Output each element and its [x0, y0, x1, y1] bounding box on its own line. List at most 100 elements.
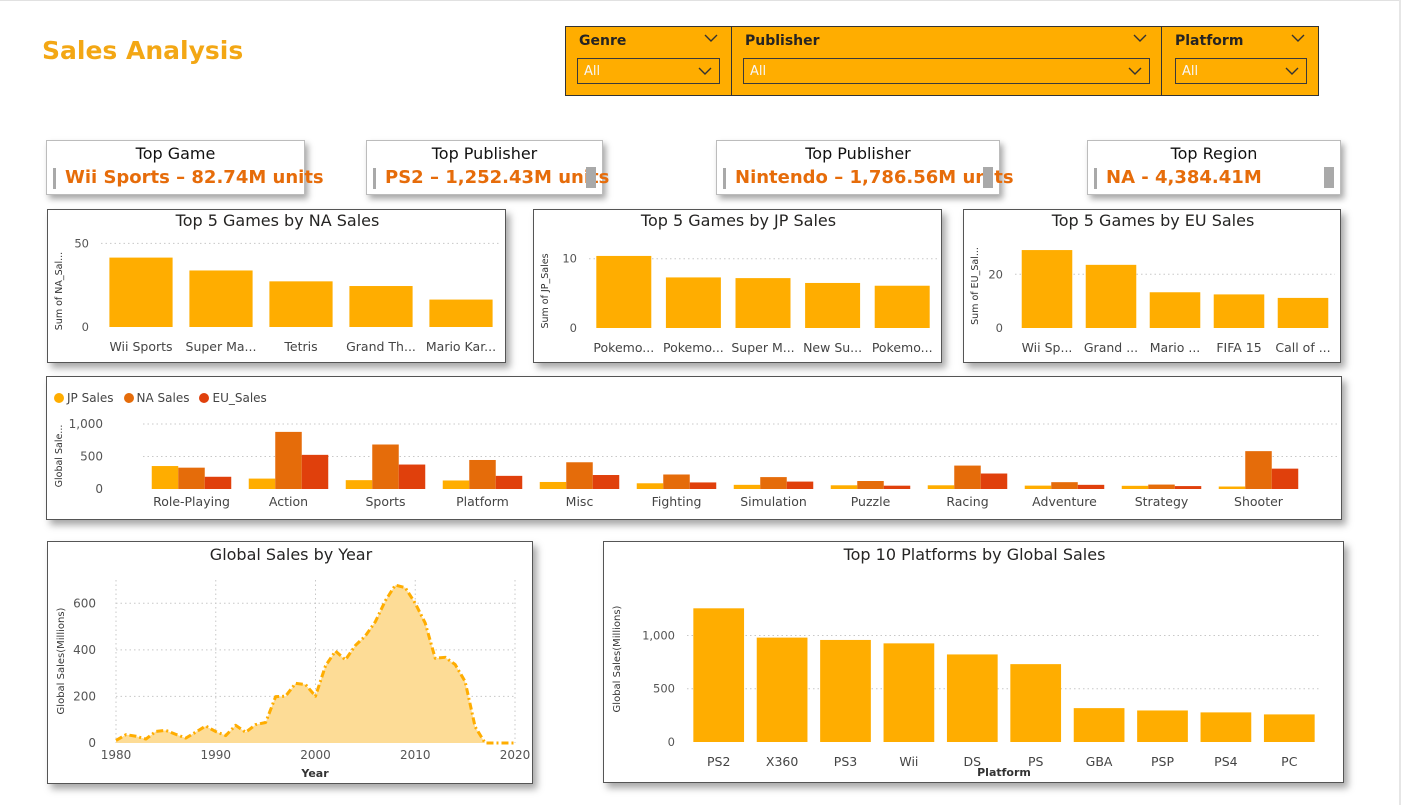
y-tick-label: 0 — [95, 482, 103, 496]
x-tick-label: Super Ma... — [186, 339, 257, 354]
bar — [636, 483, 664, 489]
chevron-down-icon — [1128, 67, 1142, 75]
bar — [301, 454, 329, 489]
x-tick-label: Simulation — [740, 494, 807, 509]
y-tick-label: 600 — [73, 596, 96, 610]
bar — [469, 459, 496, 489]
scrollbar[interactable] — [983, 167, 993, 188]
chevron-down-icon — [698, 67, 712, 75]
bar — [735, 278, 791, 328]
genre-sales-chart[interactable]: JP Sales NA Sales EU_Sales 0 500 1,000 Glob… — [46, 376, 1342, 520]
kpi-title: Top Game — [135, 144, 216, 163]
bar — [248, 478, 276, 489]
legend-dot — [199, 393, 210, 403]
genre-dropdown[interactable]: All — [577, 58, 720, 84]
x-tick-label: Adventure — [1032, 494, 1097, 509]
legend-dot — [123, 393, 134, 403]
top10-platforms-chart[interactable]: Top 10 Platforms by Global Sales 0 500 1,00… — [603, 541, 1344, 783]
x-tick-label: X360 — [766, 754, 798, 769]
y-tick-label: 10 — [562, 252, 577, 266]
platform-slicer[interactable]: Platform All — [1161, 26, 1319, 96]
platform-dropdown-value: All — [1182, 64, 1199, 79]
bar — [275, 431, 302, 489]
bar — [1137, 710, 1188, 742]
jp-top5-chart[interactable]: Top 5 Games by JP Sales 0 10 Sum of JP_Sale… — [533, 209, 942, 363]
y-tick-label: 500 — [80, 449, 103, 463]
kpi-value: NA - 4,384.41M — [1106, 167, 1262, 188]
kpi-title: Top Publisher — [431, 144, 538, 163]
x-tick-label: Sports — [365, 494, 405, 509]
legend-item-eu[interactable]: EU_Sales — [199, 391, 267, 405]
x-tick-label: Mario Kar... — [426, 339, 496, 354]
page-title: Sales Analysis — [42, 36, 244, 65]
bar — [178, 467, 205, 489]
bar — [760, 477, 787, 489]
chevron-down-icon — [1285, 67, 1299, 75]
x-tick-label: 2000 — [300, 748, 331, 762]
kpi-top-region: Top Region NA - 4,384.41M — [1087, 140, 1341, 195]
x-tick-label: PS3 — [834, 754, 857, 769]
bar — [204, 476, 232, 489]
chevron-down-icon[interactable] — [1132, 31, 1148, 45]
x-tick-label: Call of ... — [1275, 340, 1330, 355]
legend-item-jp[interactable]: JP Sales — [54, 391, 114, 405]
genre-sales-svg: 0 500 1,000 Global Sale... Role-Playing Actio… — [54, 417, 1337, 509]
publisher-slicer-label: Publisher — [745, 33, 820, 49]
genre-slicer-label: Genre — [579, 33, 627, 49]
global-sales-by-year-chart[interactable]: Global Sales by Year 0 200 400 600 1980 1990 20… — [47, 541, 533, 784]
x-tick-label: Puzzle — [851, 494, 891, 509]
bar — [883, 643, 935, 742]
x-tick-label: PS2 — [707, 754, 730, 769]
bar — [592, 475, 620, 489]
publisher-slicer[interactable]: Publisher All — [731, 26, 1162, 96]
bar — [349, 286, 413, 327]
bar — [1121, 485, 1149, 489]
chevron-down-icon[interactable] — [703, 31, 719, 45]
publisher-dropdown[interactable]: All — [743, 58, 1150, 84]
kpi-title: Top Publisher — [805, 144, 911, 163]
legend-label: JP Sales — [67, 391, 114, 405]
y-tick-label: 1,000 — [642, 628, 675, 642]
x-tick-label: 2020 — [500, 748, 531, 762]
y-tick-label: 0 — [668, 735, 675, 749]
y-tick-label: 0 — [570, 321, 577, 335]
scrollbar[interactable] — [1324, 167, 1334, 188]
na-top5-chart[interactable]: Top 5 Games by NA Sales 0 50 Sum of NA_Sal.… — [47, 209, 506, 363]
y-tick-label: 500 — [653, 682, 675, 696]
platform-dropdown[interactable]: All — [1175, 58, 1307, 84]
platform-slicer-label: Platform — [1175, 33, 1244, 49]
bar — [883, 485, 911, 489]
legend-label: NA Sales — [136, 391, 190, 405]
x-tick-label: PS4 — [1214, 754, 1237, 769]
bar — [345, 480, 373, 489]
global-sales-by-year-svg: Global Sales by Year 0 200 400 600 1980 1990 20… — [56, 545, 531, 780]
x-tick-label: Tetris — [283, 339, 317, 354]
kpi-title: Top Region — [1170, 144, 1258, 163]
chart-legend: JP Sales NA Sales EU_Sales — [54, 391, 267, 405]
kpi-accent-bar — [53, 168, 56, 189]
eu-top5-chart[interactable]: Top 5 Games by EU Sales 0 20 Sum of EU_Sal.… — [963, 209, 1341, 363]
scrollbar[interactable] — [586, 167, 596, 188]
bar — [756, 637, 808, 742]
x-tick-label: Wii Sports — [109, 339, 172, 354]
publisher-dropdown-value: All — [750, 64, 767, 79]
bar — [874, 285, 930, 328]
x-axis-label: Platform — [977, 766, 1031, 779]
legend-item-na[interactable]: NA Sales — [123, 391, 190, 405]
bar — [1263, 714, 1315, 742]
bar — [927, 485, 955, 489]
bar — [1024, 485, 1052, 489]
y-tick-label: 20 — [988, 267, 1003, 281]
y-tick-label: 200 — [73, 689, 96, 703]
x-tick-label: Wii Sp... — [1022, 340, 1073, 355]
genre-slicer[interactable]: Genre All — [565, 26, 732, 96]
chevron-down-icon[interactable] — [1290, 31, 1306, 45]
x-tick-label: 2010 — [400, 748, 431, 762]
y-axis-label: Sum of NA_Sal... — [54, 252, 65, 330]
bar — [566, 462, 593, 489]
top10-platforms-svg: Top 10 Platforms by Global Sales 0 500 1,00… — [612, 545, 1321, 779]
bar — [786, 481, 814, 489]
bar — [495, 475, 523, 489]
top-border — [0, 0, 1401, 1]
y-axis-label: Global Sales(Millions) — [56, 607, 67, 714]
